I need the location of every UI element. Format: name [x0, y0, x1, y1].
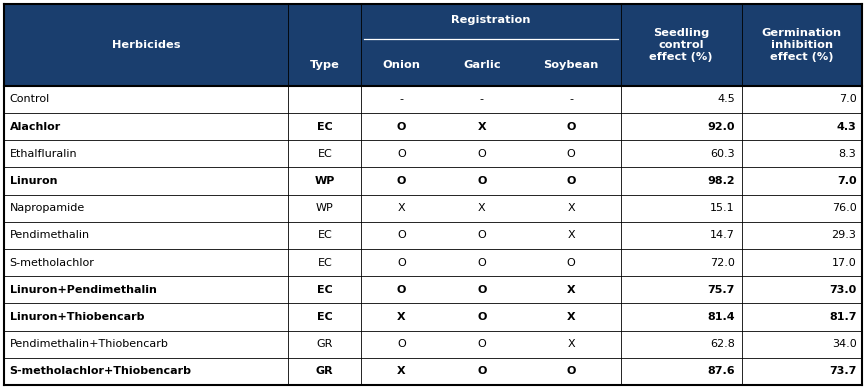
Text: 73.7: 73.7	[829, 366, 856, 377]
Text: X: X	[567, 230, 575, 240]
Text: X: X	[397, 203, 405, 213]
Text: O: O	[477, 230, 486, 240]
Text: 76.0: 76.0	[831, 203, 856, 213]
Bar	[4, 4, 862, 86]
Text: 98.2: 98.2	[708, 176, 734, 186]
Text: Pendimethalin: Pendimethalin	[10, 230, 90, 240]
Text: 4.3: 4.3	[837, 122, 856, 132]
Text: O: O	[477, 176, 487, 186]
Text: O: O	[397, 285, 406, 295]
Text: 62.8: 62.8	[710, 339, 734, 349]
Text: O: O	[397, 230, 406, 240]
Text: EC: EC	[317, 285, 333, 295]
Text: Type: Type	[310, 60, 339, 70]
Text: Soybean: Soybean	[544, 60, 599, 70]
Text: GR: GR	[317, 339, 333, 349]
Text: WP: WP	[316, 203, 333, 213]
Text: WP: WP	[314, 176, 335, 186]
Text: O: O	[477, 366, 487, 377]
Text: O: O	[477, 149, 486, 159]
Text: Linuron: Linuron	[10, 176, 57, 186]
Text: 8.3: 8.3	[839, 149, 856, 159]
Text: O: O	[397, 176, 406, 186]
Text: O: O	[397, 339, 406, 349]
Text: Linuron+Pendimethalin: Linuron+Pendimethalin	[10, 285, 157, 295]
Text: 81.4: 81.4	[708, 312, 734, 322]
Text: O: O	[397, 258, 406, 268]
Text: EC: EC	[317, 230, 333, 240]
Text: S-metholachlor: S-metholachlor	[10, 258, 94, 268]
Text: EC: EC	[317, 149, 333, 159]
Text: Registration: Registration	[451, 15, 531, 25]
Text: Alachlor: Alachlor	[10, 122, 61, 132]
Text: O: O	[397, 149, 406, 159]
Text: 7.0: 7.0	[837, 176, 856, 186]
Text: 73.0: 73.0	[830, 285, 856, 295]
Text: 75.7: 75.7	[708, 285, 734, 295]
Text: Onion: Onion	[383, 60, 420, 70]
Text: 4.5: 4.5	[717, 94, 734, 104]
Text: X: X	[567, 312, 576, 322]
Text: 15.1: 15.1	[710, 203, 734, 213]
Text: O: O	[397, 122, 406, 132]
Text: X: X	[478, 203, 486, 213]
Text: O: O	[566, 366, 576, 377]
Text: 72.0: 72.0	[710, 258, 734, 268]
Text: Herbicides: Herbicides	[112, 40, 181, 50]
Text: 92.0: 92.0	[708, 122, 734, 132]
Text: Control: Control	[10, 94, 49, 104]
Text: X: X	[567, 285, 576, 295]
Text: GR: GR	[316, 366, 333, 377]
Text: 60.3: 60.3	[710, 149, 734, 159]
Text: EC: EC	[317, 258, 333, 268]
Text: O: O	[567, 149, 576, 159]
Text: X: X	[397, 312, 405, 322]
Text: EC: EC	[317, 122, 333, 132]
Text: 81.7: 81.7	[829, 312, 856, 322]
Text: O: O	[477, 339, 486, 349]
Text: X: X	[477, 122, 486, 132]
Text: Germination
inhibition
effect (%): Germination inhibition effect (%)	[761, 28, 842, 62]
Text: 14.7: 14.7	[710, 230, 734, 240]
Text: 87.6: 87.6	[708, 366, 734, 377]
Text: 34.0: 34.0	[831, 339, 856, 349]
Text: 7.0: 7.0	[839, 94, 856, 104]
Text: Napropamide: Napropamide	[10, 203, 85, 213]
Text: Pendimethalin+Thiobencarb: Pendimethalin+Thiobencarb	[10, 339, 168, 349]
Text: Ethalfluralin: Ethalfluralin	[10, 149, 77, 159]
Text: -: -	[569, 94, 573, 104]
Text: 17.0: 17.0	[831, 258, 856, 268]
Text: O: O	[566, 176, 576, 186]
Text: S-metholachlor+Thiobencarb: S-metholachlor+Thiobencarb	[10, 366, 191, 377]
Text: -: -	[480, 94, 484, 104]
Text: 29.3: 29.3	[831, 230, 856, 240]
Text: Garlic: Garlic	[463, 60, 501, 70]
Text: Linuron+Thiobencarb: Linuron+Thiobencarb	[10, 312, 144, 322]
Text: O: O	[477, 312, 487, 322]
Text: O: O	[566, 122, 576, 132]
Text: O: O	[567, 258, 576, 268]
Text: X: X	[567, 203, 575, 213]
Text: O: O	[477, 285, 487, 295]
Text: X: X	[397, 366, 405, 377]
Text: EC: EC	[317, 312, 333, 322]
Text: O: O	[477, 258, 486, 268]
Text: -: -	[399, 94, 404, 104]
Text: Seedling
control
effect (%): Seedling control effect (%)	[650, 28, 713, 62]
Text: X: X	[567, 339, 575, 349]
